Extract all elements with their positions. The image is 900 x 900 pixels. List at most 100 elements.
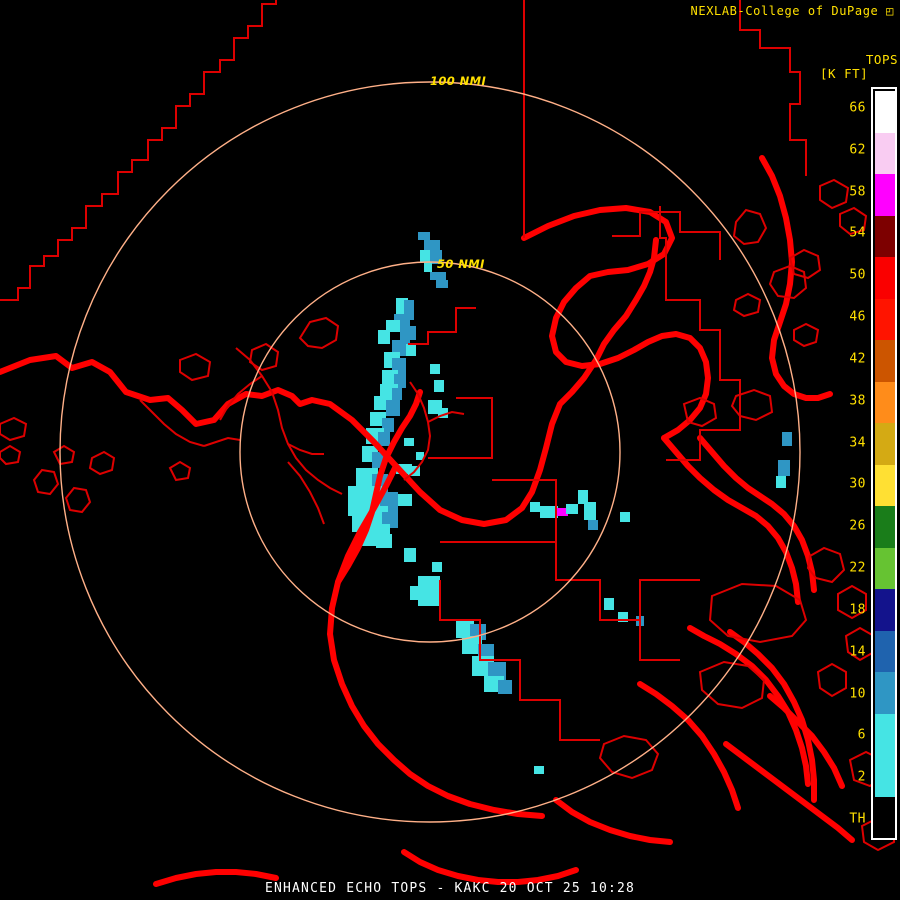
legend-segment-38[interactable] [875,381,895,423]
legend-segment-22[interactable] [875,547,895,589]
echo-cell [416,452,424,460]
nexlab-logo-icon: ◰ [886,4,894,18]
echo-cell [404,438,414,446]
legend-segment-18[interactable] [875,589,895,631]
range-ring-50nmi [239,261,621,643]
range-ring-100nmi [59,81,801,823]
county-line-layer [0,0,895,852]
echo-cell [386,400,400,416]
echo-cell [430,250,442,264]
echo-cell [604,598,614,610]
echo-cell [392,388,402,400]
echo-cell [396,464,412,474]
echo-cell [530,502,540,512]
product-status-bar: ENHANCED ECHO TOPS - KAKC 20 OCT 25 10:2… [264,881,636,896]
echo-cell [410,586,422,600]
echo-cell [540,506,558,518]
echo-cell [566,504,578,514]
legend-segment-50[interactable] [875,257,895,299]
legend-tick-10: 10 [849,686,866,702]
legend-tick-18: 18 [849,602,866,618]
legend-segment-6[interactable] [875,713,895,755]
legend-segment-2[interactable] [875,755,895,797]
echo-cell [620,512,630,522]
echo-cell [378,330,390,344]
legend-segment-34[interactable] [875,423,895,465]
coastline-layer [0,155,855,887]
echo-cell [424,240,440,250]
echo-cell [418,576,440,606]
provider-banner: NEXLAB-College of DuPage ◰ [691,4,894,18]
echo-cell [578,490,588,504]
legend-segment-th[interactable] [875,796,895,838]
echo-cell [378,432,390,446]
echo-cell [584,502,596,520]
legend-colorbar[interactable] [875,91,895,838]
legend-tick-22: 22 [849,560,866,576]
echo-cell [418,232,430,240]
echo-cell [386,320,400,332]
legend-segment-42[interactable] [875,340,895,382]
legend-units: [K FT] [820,66,869,81]
provider-label: NEXLAB-College of DuPage [690,4,879,18]
legend-tick-labels: 66 62 58 54 50 46 42 38 34 30 26 22 18 14 10 6 2 TH [818,87,870,840]
legend-tick-54: 54 [849,225,866,241]
legend-tick-50: 50 [849,267,866,283]
legend-tick-30: 30 [849,476,866,492]
legend-tick-58: 58 [849,184,866,200]
echo-cell [432,562,442,572]
echo-cell [778,460,790,476]
legend-segment-10[interactable] [875,672,895,714]
range-ring-label-50nmi: 50 NMI [437,257,485,271]
legend-segment-46[interactable] [875,298,895,340]
echo-cell [404,548,416,562]
legend-tick-42: 42 [849,351,866,367]
echo-cell [420,250,430,262]
echo-cell [462,636,482,654]
legend-segment-30[interactable] [875,464,895,506]
echo-cell [556,508,568,516]
legend-segment-62[interactable] [875,132,895,174]
echo-cell [424,262,432,272]
echo-cell [456,620,474,638]
echo-cell [404,300,414,320]
echo-cell [618,612,628,622]
legend-title: TOPS [865,52,898,67]
echo-cell [588,520,598,530]
legend-tick-38: 38 [849,393,866,409]
echo-cell [430,364,440,374]
echo-cell [406,344,416,356]
echo-cell [430,272,446,280]
legend-tick-26: 26 [849,518,866,534]
legend-segment-14[interactable] [875,630,895,672]
echo-cell [376,534,392,548]
echo-cell [776,476,786,488]
echo-cell [782,432,792,446]
range-ring-label-100nmi: 100 NMI [430,74,487,88]
echo-cell [438,408,448,418]
legend-tick-6: 6 [857,727,866,743]
legend-colorbar-frame[interactable] [871,87,897,840]
echo-cell [398,494,412,506]
legend-tick-2: 2 [857,769,866,785]
echo-cell [374,396,388,410]
legend-segment-54[interactable] [875,215,895,257]
echo-cell [534,766,544,774]
echo-cell [434,380,444,392]
legend-segment-26[interactable] [875,506,895,548]
range-ring-layer [59,81,801,823]
legend-tick-46: 46 [849,309,866,325]
echo-cell [436,280,448,288]
tops-legend: TOPS [K FT] 66 62 58 54 50 46 42 38 34 30 26 22 18 14… [818,52,898,840]
legend-tick-14: 14 [849,644,866,660]
echo-cell [400,326,416,340]
legend-tick-th: TH [849,811,866,827]
legend-segment-66[interactable] [875,91,895,133]
legend-tick-34: 34 [849,435,866,451]
echo-cell [382,418,394,432]
legend-tick-62: 62 [849,142,866,158]
legend-segment-58[interactable] [875,174,895,216]
